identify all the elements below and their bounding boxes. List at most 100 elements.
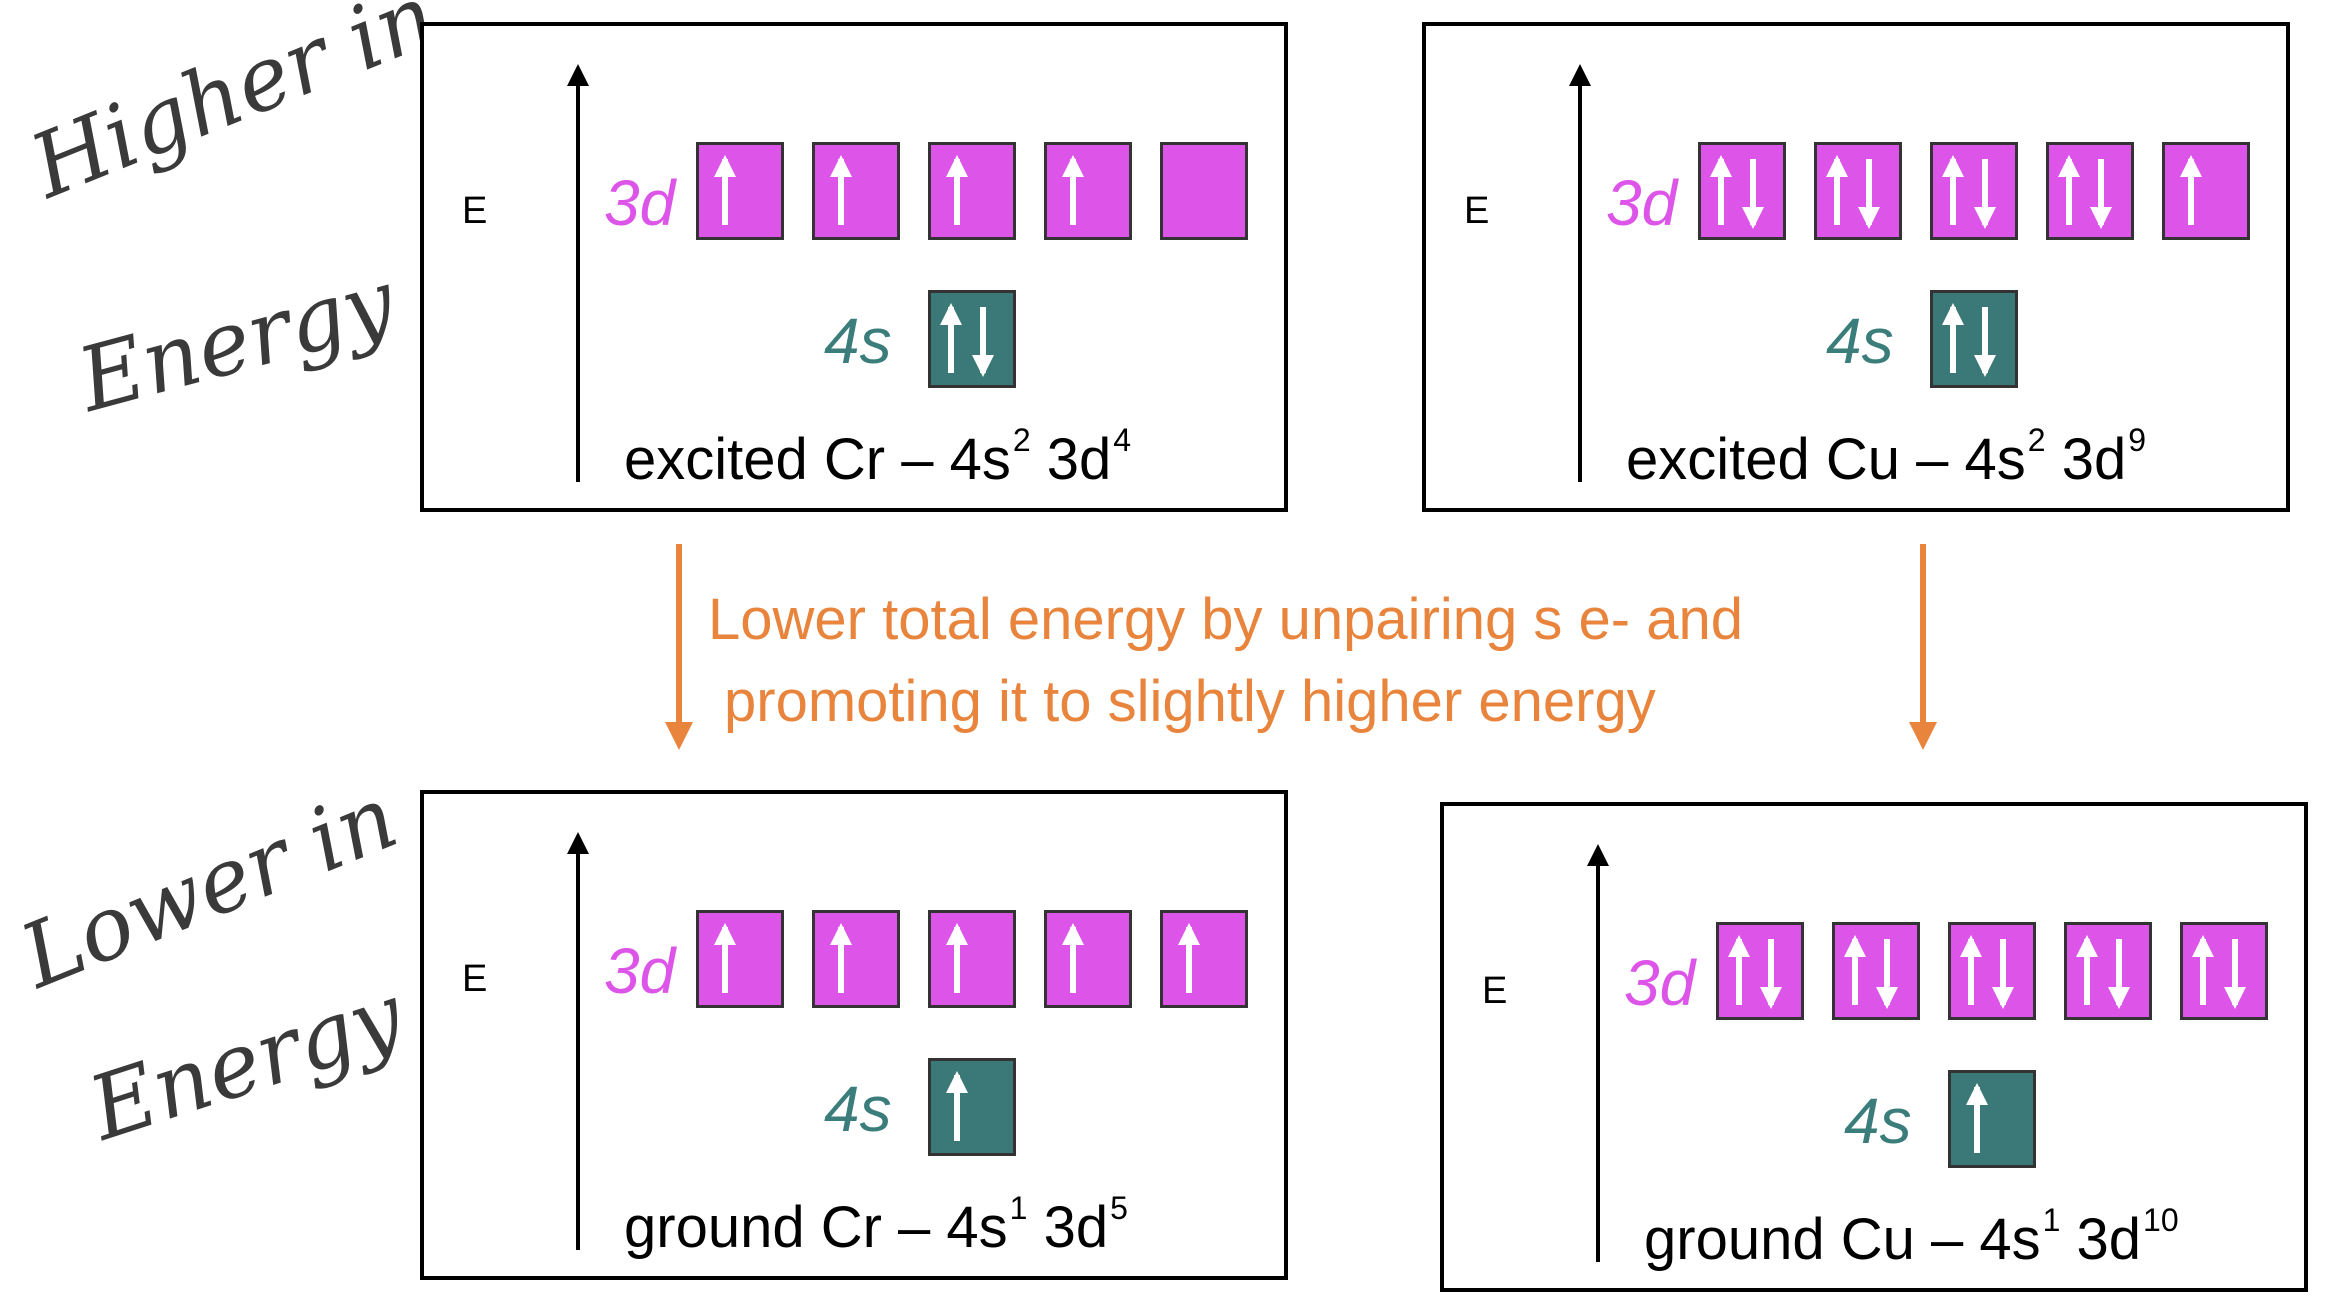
orbital-box-3d xyxy=(696,910,784,1008)
energy-axis-label: E xyxy=(1482,970,1508,1012)
spin-up-arrow xyxy=(714,923,736,993)
spin-up-arrow xyxy=(946,923,968,993)
orbital-box-3d xyxy=(1716,922,1804,1020)
orbital-box-3d xyxy=(812,142,900,240)
subshell-4s-label: 4s xyxy=(824,305,892,377)
spin-up-arrow xyxy=(1826,155,1848,225)
spin-down-arrow xyxy=(1876,939,1898,1009)
subshell-3d-label: 3d xyxy=(1624,947,1696,1019)
spin-up-arrow xyxy=(1178,923,1200,993)
spin-up-arrow xyxy=(2058,155,2080,225)
spin-up-arrow xyxy=(1942,155,1964,225)
spin-up-arrow xyxy=(1062,155,1084,225)
config-d-exponent: 4 xyxy=(1113,422,1132,458)
spin-up-arrow xyxy=(714,155,736,225)
spin-down-arrow xyxy=(2108,939,2130,1009)
spin-up-arrow xyxy=(1710,155,1732,225)
panel-ground-cu: E 3d 4s ground Cu – 4s1 3d10 xyxy=(1440,802,2308,1292)
transition-note-line-1: Lower total energy by unpairing s e- and xyxy=(708,587,1743,652)
orbital-box-3d xyxy=(928,910,1016,1008)
spin-up-arrow xyxy=(1844,935,1866,1005)
spin-up-arrow xyxy=(2180,155,2202,225)
electron-configuration: excited Cr – 4s2 3d4 xyxy=(624,422,1131,493)
orbital-box-3d xyxy=(1814,142,1902,240)
lower-energy-line-1: Lower in xyxy=(7,765,411,1009)
orbital-box-3d xyxy=(1948,922,2036,1020)
spin-up-arrow xyxy=(946,1071,968,1141)
transition-arrow-right xyxy=(1909,544,1937,750)
spin-down-arrow xyxy=(2090,159,2112,229)
config-name: excited Cu – 4s xyxy=(1626,427,2026,492)
energy-axis-label: E xyxy=(462,190,488,232)
spin-up-arrow xyxy=(940,303,962,373)
orbital-box-3d xyxy=(812,910,900,1008)
spin-up-arrow xyxy=(830,155,852,225)
higher-energy-line-2: Energy xyxy=(67,249,405,432)
subshell-3d-label: 3d xyxy=(1606,167,1678,239)
spin-down-arrow xyxy=(1974,307,1996,377)
higher-energy-line-1: Higher in xyxy=(17,0,450,219)
panel-ground-cr: E 3d 4s ground Cr – 4s1 3d5 xyxy=(420,790,1288,1280)
orbital-box-4s xyxy=(1948,1070,2036,1168)
orbital-box-3d xyxy=(2046,142,2134,240)
transition-arrow-left xyxy=(665,544,693,750)
orbital-box-3d xyxy=(1044,910,1132,1008)
panel-excited-cr: E 3d 4s excited Cr – 4s2 3d4 xyxy=(420,22,1288,512)
energy-axis-arrow xyxy=(567,832,589,1250)
config-mid: 3d xyxy=(1027,1195,1109,1260)
spin-down-arrow xyxy=(1858,159,1880,229)
config-s-exponent: 2 xyxy=(1012,422,1031,458)
config-s-exponent: 2 xyxy=(2027,422,2046,458)
energy-axis-label: E xyxy=(1464,190,1490,232)
config-name: ground Cu – 4s xyxy=(1644,1207,2041,1272)
orbital-box-3d xyxy=(1930,142,2018,240)
orbital-box-3d xyxy=(2162,142,2250,240)
orbital-box-3d xyxy=(928,142,1016,240)
subshell-3d-label: 3d xyxy=(604,935,676,1007)
config-d-exponent: 5 xyxy=(1110,1190,1128,1226)
panel-excited-cu: E 3d 4s excited Cu – 4s2 3d9 xyxy=(1422,22,2290,512)
config-name: ground Cr – 4s xyxy=(624,1195,1008,1260)
spin-down-arrow xyxy=(1742,159,1764,229)
config-s-exponent: 1 xyxy=(1009,1190,1028,1226)
orbital-box-3d xyxy=(2064,922,2152,1020)
subshell-4s-label: 4s xyxy=(1826,305,1894,377)
config-mid: 3d xyxy=(2045,427,2127,492)
transition-note-line-2: promoting it to slightly higher energy xyxy=(724,669,1656,734)
lower-energy-label-2: Energy xyxy=(77,963,415,1161)
orbital-box-3d xyxy=(1044,142,1132,240)
orbital-box-4s xyxy=(928,290,1016,388)
lower-energy-label: Lower in xyxy=(7,765,411,1009)
config-mid: 3d xyxy=(2060,1207,2142,1272)
electron-configuration: ground Cr – 4s1 3d5 xyxy=(624,1190,1128,1261)
lower-energy-line-2: Energy xyxy=(77,963,415,1161)
spin-up-arrow xyxy=(1966,1083,1988,1153)
spin-down-arrow xyxy=(1760,939,1782,1009)
config-name: excited Cr – 4s xyxy=(624,427,1011,492)
orbital-box-3d xyxy=(2180,922,2268,1020)
energy-axis-arrow xyxy=(1587,844,1609,1262)
spin-up-arrow xyxy=(1960,935,1982,1005)
spin-up-arrow xyxy=(1062,923,1084,993)
electron-configuration: excited Cu – 4s2 3d9 xyxy=(1626,422,2146,493)
config-d-exponent: 9 xyxy=(2128,422,2147,458)
spin-down-arrow xyxy=(972,307,994,377)
config-mid: 3d xyxy=(1030,427,1112,492)
energy-axis-arrow xyxy=(567,64,589,482)
spin-down-arrow xyxy=(2224,939,2246,1009)
orbital-box-3d xyxy=(696,142,784,240)
orbital-box-3d xyxy=(1832,922,1920,1020)
subshell-4s-label: 4s xyxy=(1844,1085,1912,1157)
spin-up-arrow xyxy=(1728,935,1750,1005)
orbital-box-3d xyxy=(1698,142,1786,240)
spin-up-arrow xyxy=(2192,935,2214,1005)
orbital-box-3d xyxy=(1160,910,1248,1008)
spin-up-arrow xyxy=(946,155,968,225)
orbital-box-4s xyxy=(928,1058,1016,1156)
energy-axis-arrow xyxy=(1569,64,1591,482)
spin-down-arrow xyxy=(1974,159,1996,229)
higher-energy-label-2: Energy xyxy=(67,249,405,432)
spin-up-arrow xyxy=(1942,303,1964,373)
higher-energy-label: Higher in xyxy=(17,0,450,219)
spin-up-arrow xyxy=(830,923,852,993)
